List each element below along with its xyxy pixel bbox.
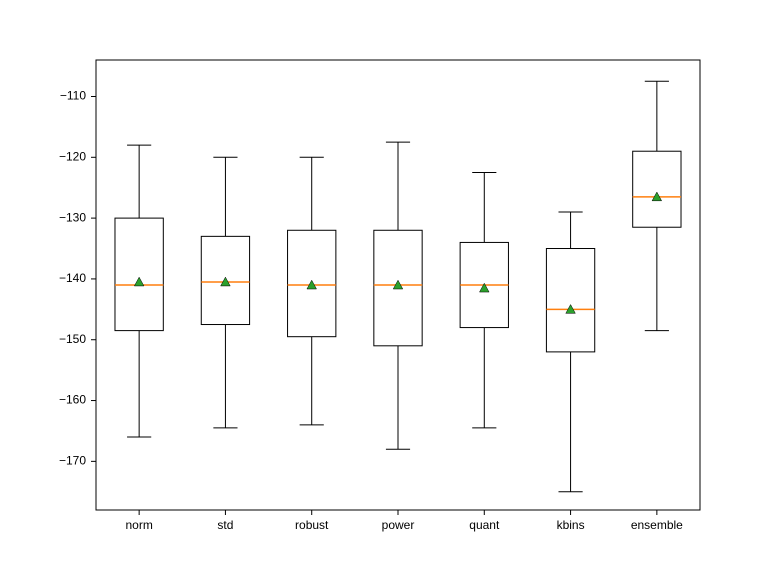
y-tick-label: −170 xyxy=(59,454,86,468)
y-tick-label: −140 xyxy=(59,271,86,285)
y-tick-label: −160 xyxy=(59,393,86,407)
x-tick-label: ensemble xyxy=(631,518,683,532)
x-tick-label: norm xyxy=(125,518,152,532)
y-tick-label: −120 xyxy=(59,149,86,163)
y-tick-label: −110 xyxy=(60,89,86,103)
x-tick-label: robust xyxy=(295,518,329,532)
x-tick-label: std xyxy=(217,518,233,532)
chart-svg: −170 −160 −150 −140 −130 −120 −110 norm std robus… xyxy=(0,0,768,576)
y-tick-label: −150 xyxy=(59,332,86,346)
x-tick-label: kbins xyxy=(557,518,585,532)
y-tick-label: −130 xyxy=(59,210,86,224)
x-tick-label: power xyxy=(382,518,415,532)
boxplot-chart: −170 −160 −150 −140 −130 −120 −110 norm std robus… xyxy=(0,0,768,576)
x-tick-label: quant xyxy=(469,518,500,532)
